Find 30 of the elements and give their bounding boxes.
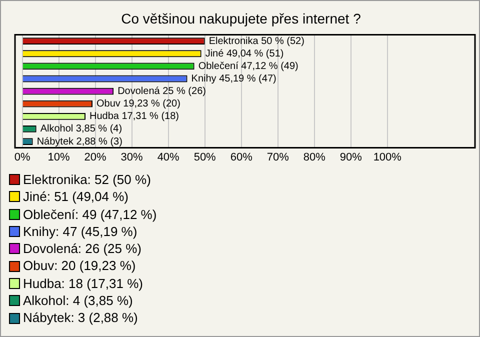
- x-tick-label: 20%: [84, 151, 107, 164]
- text: Nábytek: 3 (2,88 %): [23, 309, 138, 327]
- x-tick-label: 90%: [340, 151, 362, 164]
- data-label: Hudba 17,31 % (18): [89, 111, 180, 122]
- text: Alkohol: 4 (3,85 %): [23, 292, 133, 310]
- data-label: Oblečení 47,12 % (49): [198, 60, 298, 72]
- x-tick-label: 80%: [303, 151, 326, 164]
- text: Obuv: 20 (19,23 %): [23, 257, 136, 275]
- data-label: Alkohol 3,85 % (4): [40, 124, 122, 135]
- data-label: Nábytek 2,88 % (3): [36, 136, 122, 148]
- text: Hudba: 18 (17,31 %): [23, 274, 143, 292]
- data-label: Knihy 45,19 % (47): [191, 73, 276, 84]
- data-label: Jiné 49,04 % (51): [205, 48, 284, 60]
- data-label: Dovolená 25 % (26): [118, 86, 206, 98]
- x-tick-label: 0%: [14, 151, 30, 164]
- x-tick-label: 40%: [157, 151, 180, 164]
- x-tick-label: 100%: [373, 151, 402, 164]
- text: Knihy: 47 (45,19 %): [23, 222, 138, 240]
- text: Oblečení: 49 (47,12 %): [23, 206, 157, 223]
- x-tick-label: 50%: [194, 151, 216, 164]
- data-label: Obuv 19,23 % (20): [96, 98, 180, 110]
- text: Jiné: 51 (49,04 %): [23, 188, 129, 206]
- chart-title: Co většinou nakupujete přes internet ?: [121, 10, 362, 26]
- data-label: Elektronika 50 % (52): [208, 36, 304, 47]
- x-tick-label: 10%: [48, 151, 70, 164]
- text: Elektronika: 52 (50 %): [23, 171, 151, 188]
- text: Dovolená: 26 (25 %): [23, 240, 142, 258]
- x-tick-label: 70%: [266, 151, 290, 164]
- x-tick-label: 30%: [120, 151, 144, 164]
- x-tick-label: 60%: [230, 151, 253, 164]
